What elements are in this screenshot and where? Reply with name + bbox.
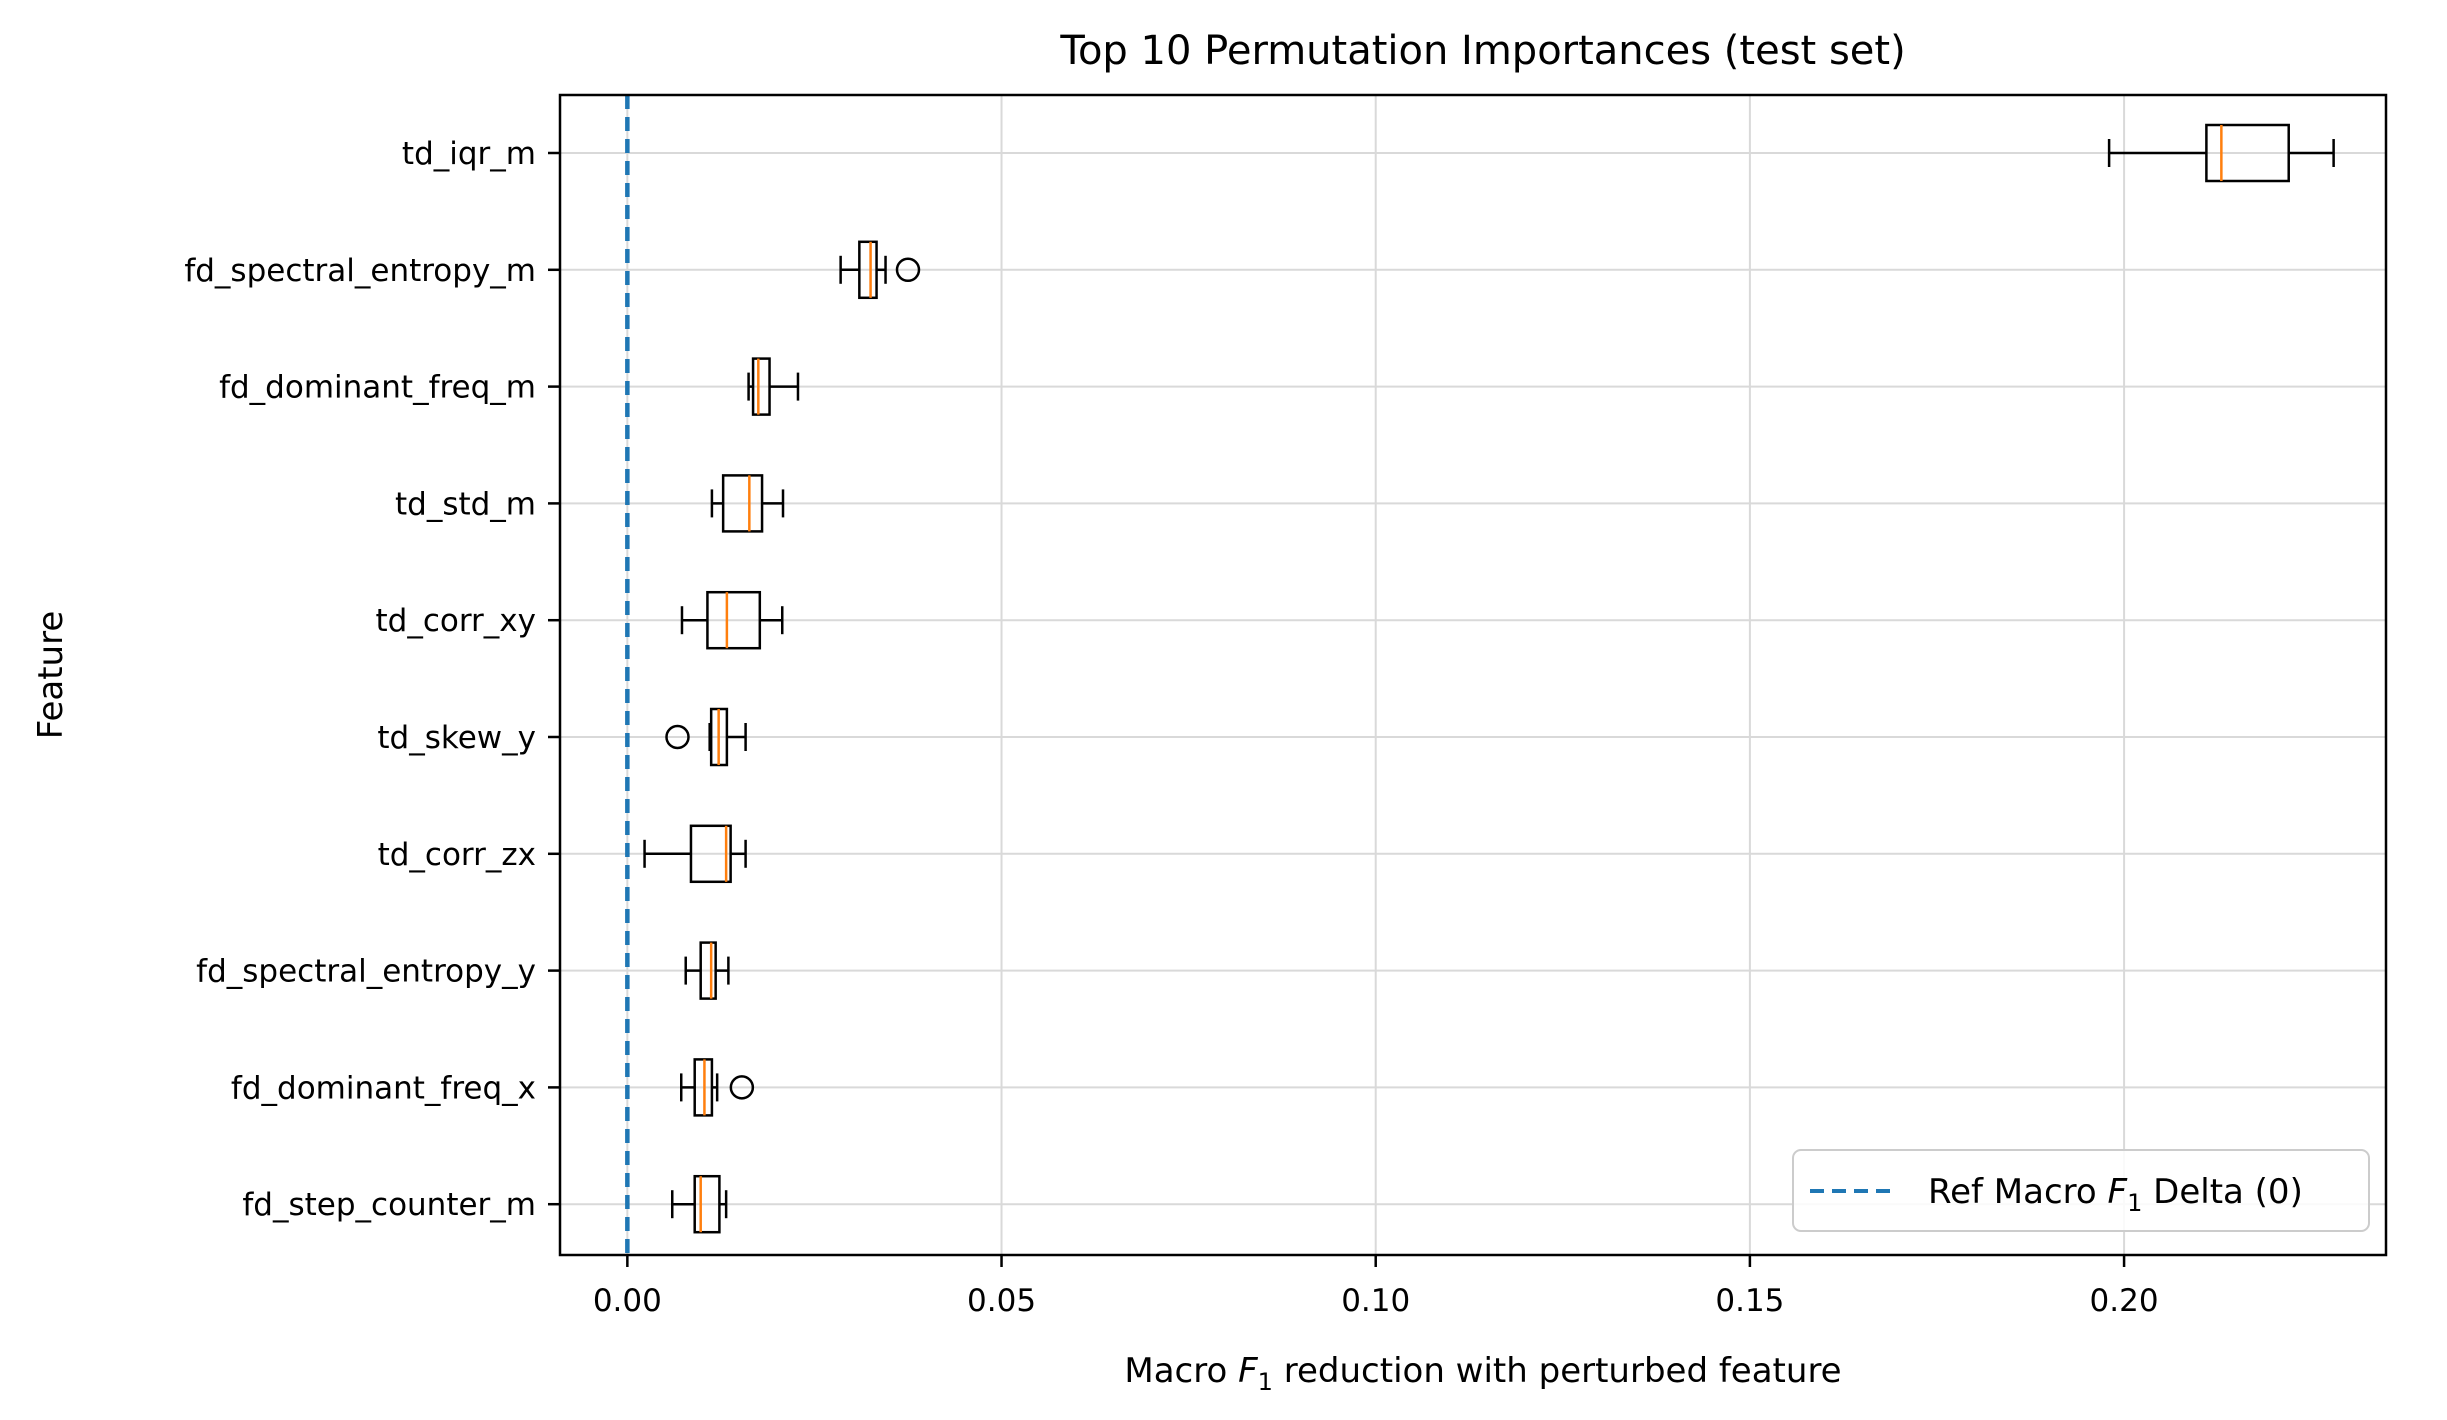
legend-label-variable: F <box>2108 1172 2128 1212</box>
legend-box <box>1792 1149 2370 1232</box>
iqr-box <box>699 941 717 1000</box>
x-tick-label: 0.05 <box>967 1283 1036 1319</box>
boxplot-td-std-m <box>710 474 785 533</box>
y-tick-label: td_corr_zx <box>378 837 536 873</box>
iqr-box <box>2205 123 2290 183</box>
plot-area-frame <box>558 93 2388 1257</box>
iqr-box <box>693 1174 721 1234</box>
boxplot-fd-dominant-freq-m <box>747 357 800 416</box>
y-axis-label: Feature <box>31 611 71 739</box>
y-tick-label: td_std_m <box>395 486 536 522</box>
boxplot-fd-step-counter-m <box>671 1174 728 1234</box>
iqr-box <box>706 590 762 650</box>
boxplot-fd-spectral-entropy-y <box>684 941 730 1000</box>
outlier-point <box>729 1075 755 1100</box>
x-tick-label: 0.20 <box>2090 1283 2159 1319</box>
y-tick-label: fd_step_counter_m <box>242 1187 536 1223</box>
legend-label-prefix: Ref Macro <box>1928 1172 2108 1212</box>
x-axis-label: Macro F1 reduction with perturbed featur… <box>1124 1351 1841 1396</box>
outlier-point <box>895 257 921 283</box>
y-tick-label: td_skew_y <box>377 720 536 756</box>
y-tick-label: fd_dominant_freq_x <box>231 1070 536 1106</box>
legend: Ref Macro F1 Delta (0) <box>1792 1149 2370 1232</box>
x-axis-label-subscript: 1 <box>1258 1368 1273 1396</box>
y-tick-label: td_iqr_m <box>402 136 536 172</box>
boxplot-layer <box>643 123 2335 1234</box>
boxplot-td-iqr-m <box>2107 123 2335 183</box>
legend-label-subscript: 1 <box>2127 1189 2142 1217</box>
boxplot-td-corr-zx <box>643 824 747 884</box>
outlier-point <box>665 724 690 750</box>
y-axis-ticks: td_iqr_m fd_spectral_entropy_m fd_dominant… <box>184 136 560 1223</box>
iqr-box <box>751 357 771 416</box>
grid-lines <box>560 95 2386 1255</box>
x-axis-label-variable: F <box>1238 1351 1258 1391</box>
y-tick-label: fd_spectral_entropy_y <box>196 954 536 990</box>
x-axis-ticks: 0.00 0.05 0.10 0.15 0.20 <box>593 1255 2159 1319</box>
x-tick-label: 0.10 <box>1341 1283 1410 1319</box>
boxplot-fd-spectral-entropy-m <box>839 240 921 300</box>
iqr-box <box>858 240 878 300</box>
x-axis-label-prefix: Macro <box>1124 1351 1238 1391</box>
iqr-box <box>721 474 764 533</box>
boxplot-td-corr-xy <box>680 590 784 650</box>
y-tick-label: fd_dominant_freq_m <box>219 370 536 406</box>
x-axis-label-suffix: reduction with perturbed feature <box>1273 1351 1842 1391</box>
boxplot-fd-dominant-freq-x <box>679 1058 755 1117</box>
y-tick-label: fd_spectral_entropy_m <box>184 253 536 289</box>
iqr-box <box>689 824 732 884</box>
x-tick-label: 0.00 <box>593 1283 662 1319</box>
chart-title: Top 10 Permutation Importances (test set… <box>1059 28 1905 74</box>
legend-reference-label: Ref Macro F1 Delta (0) <box>1928 1172 2303 1217</box>
x-tick-label: 0.15 <box>1715 1283 1784 1319</box>
legend-label-suffix: Delta (0) <box>2142 1172 2303 1212</box>
y-tick-label: td_corr_xy <box>376 603 536 639</box>
boxplot-td-skew-y <box>665 707 747 767</box>
